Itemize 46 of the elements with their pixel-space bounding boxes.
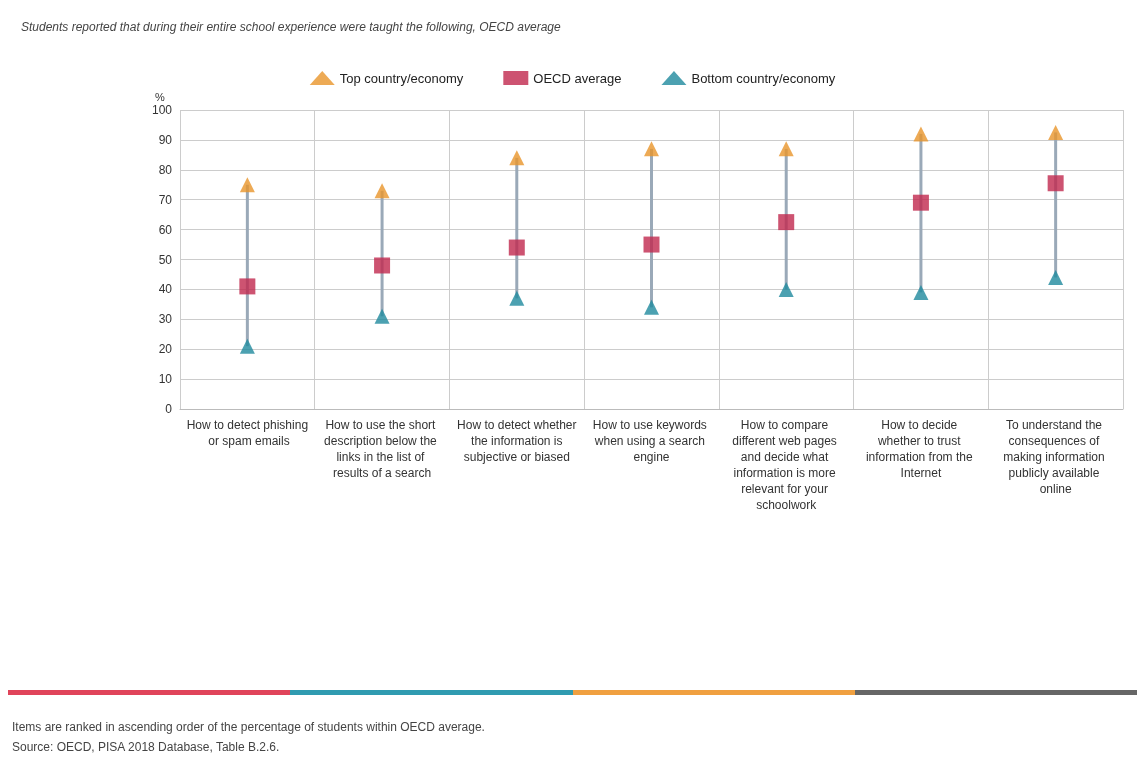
legend-label: Bottom country/economy [691,70,836,86]
point [778,214,795,231]
point [509,150,525,166]
x-tick-label: How to use the short description below the links in the list of results of a search [324,418,441,480]
point [374,183,390,199]
point [509,290,525,306]
point [644,141,659,157]
x-tick-label: To understand the consequences of making information publicly available online [1003,418,1108,496]
y-tick-label: 70 [158,192,173,207]
point [239,177,255,193]
point [912,194,929,211]
point [1048,124,1064,140]
point [643,236,660,253]
x-tick-label: How to compare different web pages and decide what information is more relevant for your schoolwork [732,418,841,512]
source-note: Source: OECD, PISA 2018 Database, Table B.2.6. [12,739,281,756]
x-tick-label: How to decide whether to trust information from the Internet [865,418,976,480]
y-tick-label: 60 [158,222,173,237]
point [1048,269,1064,285]
point [508,239,525,256]
y-tick-label: 90 [158,132,173,147]
text: Items are ranked in ascending order of the percentage of students within OECD average. [12,719,486,736]
x-tick-label: How to use keywords when using a search engine [592,418,711,464]
legend-label: OECD average [533,70,622,86]
point [644,299,659,315]
point [778,141,794,157]
point [913,284,929,300]
y-tick-label: 20 [158,342,173,357]
y-tick-label: 10 [158,372,173,387]
legend-label: Top country/economy [339,70,464,86]
y-tick-label: 80 [158,162,173,177]
point [239,278,256,295]
point [913,126,929,142]
y-tick-label: 40 [158,282,173,297]
x-tick-label: How to detect phishing or spam emails [186,418,309,448]
y-tick-label: 30 [158,312,173,327]
chart-title: Students reported that during their entire school experience were taught the following, OECD average [21,20,561,34]
y-tick-label: 100 [151,103,173,117]
y-tick-label: 50 [158,252,173,267]
point [778,281,794,297]
y-tick-label: 0 [165,402,173,416]
point [374,257,391,274]
point [239,338,255,354]
x-tick-label: How to detect whether the information is subjective or biased [457,418,577,464]
point [374,308,390,324]
point [1047,175,1064,192]
y-axis-title: % [155,90,166,103]
